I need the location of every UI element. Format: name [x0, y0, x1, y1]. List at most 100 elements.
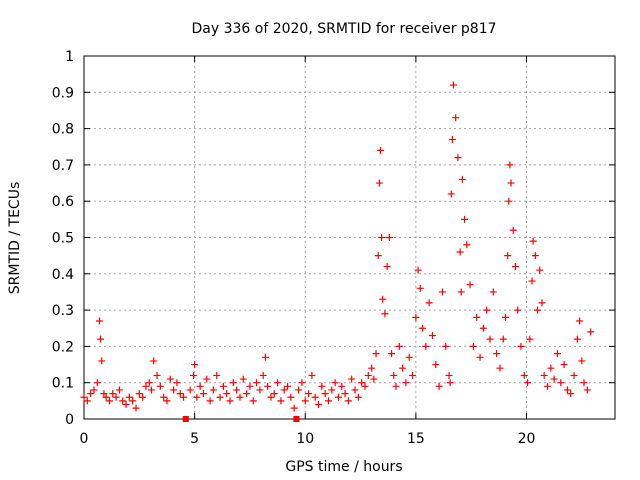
- data-point: [80, 393, 88, 401]
- data-point: [553, 350, 561, 358]
- data-point: [576, 317, 584, 325]
- data-point: [499, 335, 507, 343]
- data-point: [219, 382, 227, 390]
- data-point: [416, 284, 424, 292]
- data-point: [489, 288, 497, 296]
- data-point: [83, 397, 91, 405]
- data-point: [544, 382, 552, 390]
- data-point: [170, 386, 178, 394]
- data-point: [145, 379, 153, 387]
- data-point: [112, 393, 120, 401]
- zero-markers: [182, 416, 300, 422]
- data-point: [315, 400, 323, 408]
- data-point: [176, 390, 184, 398]
- data-point: [506, 161, 514, 169]
- data-point: [166, 375, 174, 383]
- data-point: [199, 390, 207, 398]
- x-tick-label: 10: [296, 431, 314, 447]
- data-point: [139, 393, 147, 401]
- data-point: [428, 332, 436, 340]
- data-point: [483, 306, 491, 314]
- data-point: [358, 379, 366, 387]
- data-point: [560, 361, 568, 369]
- data-point: [305, 390, 313, 398]
- x-tick-label: 0: [80, 431, 89, 447]
- x-tick-label: 20: [518, 431, 536, 447]
- data-point: [295, 386, 303, 394]
- data-point: [246, 382, 254, 390]
- data-point: [156, 382, 164, 390]
- data-point: [479, 324, 487, 332]
- data-point: [432, 361, 440, 369]
- data-point: [277, 397, 285, 405]
- data-point: [253, 379, 261, 387]
- data-point: [318, 382, 326, 390]
- data-point: [392, 382, 400, 390]
- data-point: [372, 350, 380, 358]
- data-point: [399, 364, 407, 372]
- y-tick-label: 1: [65, 49, 74, 65]
- data-point: [98, 357, 106, 365]
- data-point: [216, 393, 224, 401]
- data-point: [458, 175, 466, 183]
- data-point: [290, 404, 298, 412]
- data-point: [261, 353, 269, 361]
- y-axis-label: SRMTID / TECUs: [7, 182, 23, 295]
- x-tick-label: 5: [190, 431, 199, 447]
- data-point: [259, 371, 267, 379]
- data-point: [520, 371, 528, 379]
- data-point: [375, 179, 383, 187]
- data-point: [531, 252, 539, 260]
- data-point: [132, 404, 140, 412]
- data-point: [550, 375, 558, 383]
- data-point: [414, 266, 422, 274]
- data-point: [364, 371, 372, 379]
- data-point: [311, 393, 319, 401]
- data-point: [557, 379, 565, 387]
- data-point: [473, 313, 481, 321]
- data-point: [270, 390, 278, 398]
- data-point: [274, 379, 282, 387]
- data-point: [378, 234, 386, 241]
- data-point: [122, 400, 130, 408]
- data-point: [229, 379, 237, 387]
- data-point: [449, 81, 457, 89]
- data-point: [90, 386, 98, 394]
- data-point: [100, 390, 108, 398]
- data-point: [493, 350, 501, 358]
- data-point: [239, 375, 247, 383]
- data-point: [567, 390, 575, 398]
- data-point: [344, 397, 352, 405]
- data-point: [412, 313, 420, 321]
- data-point: [301, 397, 309, 405]
- data-point: [284, 382, 292, 390]
- data-point: [580, 379, 588, 387]
- data-point: [452, 114, 460, 122]
- zero-marker: [182, 416, 189, 422]
- data-point: [461, 215, 469, 223]
- data-point: [438, 288, 446, 296]
- data-point: [507, 179, 515, 187]
- data-point: [583, 386, 591, 394]
- data-point: [536, 266, 544, 274]
- data-point: [163, 397, 171, 405]
- data-point: [341, 390, 349, 398]
- data-point: [287, 393, 295, 401]
- tick-labels: 00.10.20.30.40.50.60.70.80.910 5 10 15 20: [52, 49, 536, 447]
- chart-title: Day 336 of 2020, SRMTID for receiver p81…: [191, 21, 496, 37]
- data-point: [361, 382, 369, 390]
- data-point: [570, 371, 578, 379]
- data-point: [476, 353, 484, 361]
- y-tick-label: 0.6: [52, 194, 74, 210]
- data-point: [93, 379, 101, 387]
- data-point: [206, 397, 214, 405]
- data-point: [505, 197, 513, 205]
- data-point: [125, 393, 133, 401]
- data-point: [190, 371, 198, 379]
- data-point: [486, 335, 494, 343]
- data-point: [456, 248, 464, 256]
- data-point: [280, 386, 288, 394]
- data-point: [496, 364, 504, 372]
- y-tick-label: 0.4: [52, 267, 74, 283]
- data-point: [331, 379, 339, 387]
